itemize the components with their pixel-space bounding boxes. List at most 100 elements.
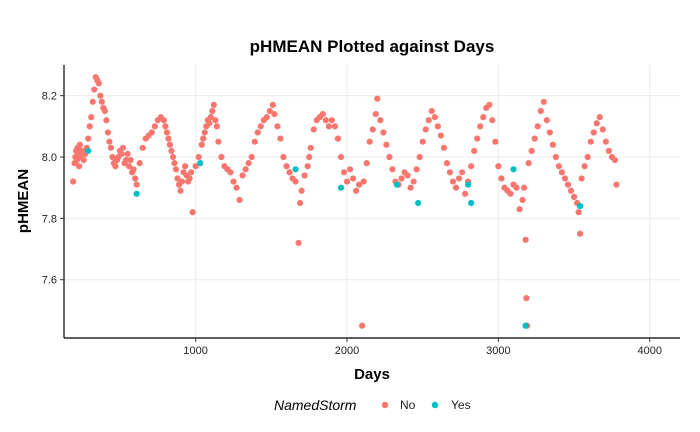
data-point-no xyxy=(163,129,171,136)
legend: NamedStorm No Yes xyxy=(274,397,471,413)
data-point-no xyxy=(328,117,335,124)
data-point-no xyxy=(172,166,180,173)
y-tick-label: 8.0 xyxy=(42,152,57,164)
data-point-no xyxy=(148,129,155,136)
data-point-no xyxy=(525,160,532,167)
x-axis-ticks: 1000 2000 3000 4000 xyxy=(183,338,662,357)
data-point-no xyxy=(91,86,98,93)
legend-title: NamedStorm xyxy=(274,397,357,413)
data-point-no xyxy=(304,163,311,170)
data-point-no xyxy=(104,129,111,136)
data-point-no xyxy=(292,178,299,185)
data-point-no xyxy=(458,169,466,176)
data-point-no xyxy=(168,147,175,154)
data-point-no xyxy=(263,114,270,121)
data-point-no xyxy=(174,175,181,182)
data-point-no xyxy=(85,135,92,142)
data-point-no xyxy=(230,178,237,185)
data-point-yes xyxy=(510,166,517,173)
data-point-no xyxy=(334,135,342,142)
data-point-no xyxy=(151,123,158,130)
data-point-no xyxy=(349,175,357,182)
data-point-no xyxy=(177,187,184,194)
data-point-no xyxy=(474,135,481,142)
data-point-no xyxy=(125,163,133,170)
legend-no-marker xyxy=(381,401,389,409)
grid-lines xyxy=(64,65,680,338)
data-point-no xyxy=(236,196,243,204)
data-point-no xyxy=(331,123,339,130)
data-point-no xyxy=(295,239,302,247)
data-point-no xyxy=(213,123,220,130)
data-point-no xyxy=(611,156,619,164)
data-point-no xyxy=(109,153,116,161)
data-point-no xyxy=(76,141,83,148)
x-axis-title: Days xyxy=(354,366,390,383)
data-point-no xyxy=(95,80,102,87)
data-point-no xyxy=(133,181,140,188)
data-point-no xyxy=(124,150,131,158)
data-point-no xyxy=(587,138,594,145)
data-point-no xyxy=(322,117,329,124)
y-axis-ticks: 7.6 7.8 8.0 8.2 xyxy=(42,91,64,287)
data-point-no xyxy=(486,101,493,108)
data-point-no xyxy=(558,169,566,176)
data-point-no xyxy=(413,166,420,173)
data-point-no xyxy=(546,129,553,136)
data-point-no xyxy=(599,126,606,133)
data-point-no xyxy=(516,206,523,213)
data-point-yes xyxy=(292,166,299,173)
data-point-no xyxy=(613,181,620,188)
data-point-no xyxy=(171,160,178,167)
data-point-yes xyxy=(393,181,401,188)
data-point-no xyxy=(86,123,93,130)
data-point-yes xyxy=(85,147,92,154)
data-point-no xyxy=(480,114,487,121)
y-axis-title: pHMEAN xyxy=(15,169,32,233)
data-point-no xyxy=(360,178,367,185)
data-point-no xyxy=(452,184,460,191)
data-point-no xyxy=(69,178,77,185)
data-point-no xyxy=(398,175,405,182)
data-point-no xyxy=(489,117,496,124)
data-point-no xyxy=(449,178,457,185)
data-point-no xyxy=(513,184,520,191)
data-point-no xyxy=(372,110,379,118)
data-point-no xyxy=(419,138,426,145)
data-point-no xyxy=(422,126,429,133)
data-point-no xyxy=(593,120,600,127)
data-point-no xyxy=(286,169,293,176)
data-point-no xyxy=(186,175,193,182)
data-point-no xyxy=(165,135,172,142)
data-point-no xyxy=(567,187,575,194)
data-point-no xyxy=(266,107,273,115)
data-point-no xyxy=(88,114,95,121)
data-point-no xyxy=(310,126,317,133)
data-points xyxy=(69,74,620,329)
data-point-no xyxy=(106,138,113,145)
data-point-no xyxy=(528,147,535,154)
data-point-no xyxy=(356,181,363,188)
data-point-no xyxy=(543,117,550,124)
data-point-no xyxy=(207,114,214,121)
data-point-no xyxy=(425,117,432,124)
data-point-no xyxy=(97,92,104,99)
data-point-no xyxy=(112,163,119,170)
data-point-no xyxy=(578,175,585,182)
data-point-no xyxy=(245,160,252,167)
data-point-no xyxy=(200,135,207,142)
data-point-no xyxy=(404,172,411,179)
data-point-no xyxy=(366,138,373,145)
data-point-no xyxy=(564,181,572,188)
data-point-yes xyxy=(133,190,140,197)
data-point-no xyxy=(181,163,189,170)
data-point-no xyxy=(522,236,529,243)
data-point-no xyxy=(549,141,556,148)
data-point-no xyxy=(584,153,591,161)
data-point-no xyxy=(380,129,387,136)
data-point-no xyxy=(248,153,255,161)
data-point-no xyxy=(306,153,313,161)
data-point-no xyxy=(297,199,304,207)
data-point-no xyxy=(346,166,354,173)
data-point-no xyxy=(540,98,547,105)
